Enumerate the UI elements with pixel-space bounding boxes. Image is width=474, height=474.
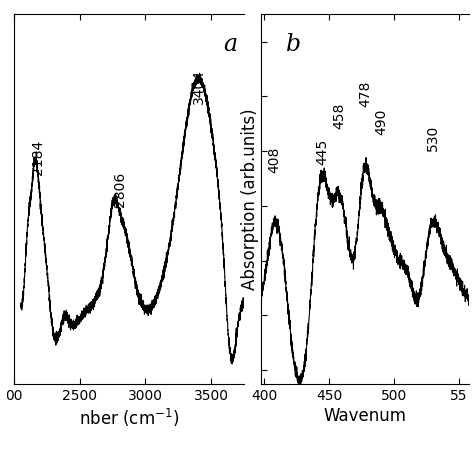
Text: b: b <box>286 33 301 56</box>
Text: 458: 458 <box>332 103 346 129</box>
Text: a: a <box>223 33 237 56</box>
Text: 2184: 2184 <box>31 140 46 175</box>
X-axis label: Wavenum: Wavenum <box>324 407 407 425</box>
Y-axis label: Absorption (arb.units): Absorption (arb.units) <box>241 108 259 290</box>
X-axis label: nber (cm$^{-1}$): nber (cm$^{-1}$) <box>79 407 179 429</box>
Text: 408: 408 <box>267 146 282 173</box>
Text: 2806: 2806 <box>113 172 127 207</box>
Text: 530: 530 <box>426 125 440 151</box>
Text: 490: 490 <box>374 109 388 135</box>
Text: 445: 445 <box>316 138 329 165</box>
Text: 3404: 3404 <box>191 69 206 104</box>
Text: 478: 478 <box>358 81 373 107</box>
